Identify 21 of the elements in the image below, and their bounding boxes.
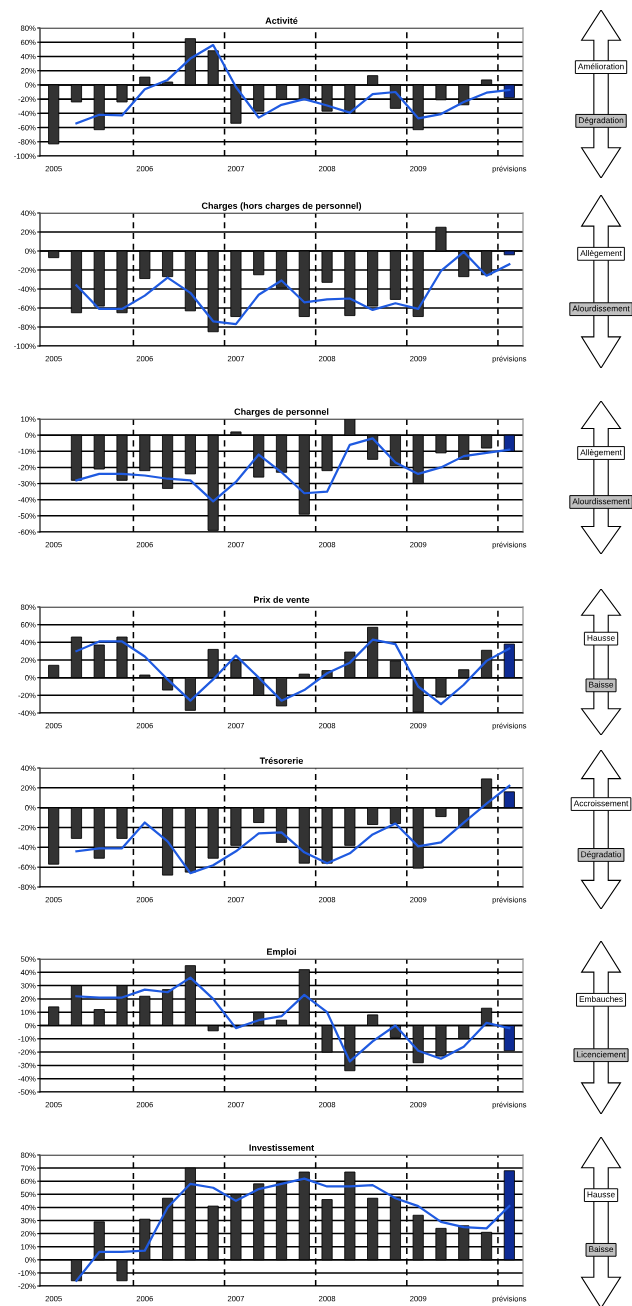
chart-title: Charges de personnel	[234, 408, 329, 417]
text: Embauches	[579, 995, 623, 1003]
text: Accroissement	[573, 800, 629, 807]
text: Alourdissement	[572, 305, 630, 312]
text: Amélioration	[577, 63, 624, 70]
text: Hausse	[587, 635, 615, 641]
text: Allègement	[580, 249, 622, 258]
text: Baisse	[589, 681, 614, 688]
chart-title: Activité	[265, 17, 298, 24]
chart-title: Investissement	[249, 1144, 315, 1151]
text: Hausse	[587, 1191, 615, 1198]
text: Allègement	[580, 449, 622, 457]
text: Dégradation	[579, 116, 624, 125]
chart-title: Emploi	[267, 948, 296, 957]
chart-title: Prix de vente	[254, 596, 310, 603]
chart-title: Trésorerie	[259, 757, 304, 764]
chart-title: Charges (hors charges de personnel)	[201, 202, 362, 211]
text: Baisse	[589, 1245, 614, 1253]
text: Licenciement	[577, 1051, 626, 1058]
text: Alourdissement	[572, 498, 630, 505]
text: Dégradatio	[581, 851, 622, 859]
